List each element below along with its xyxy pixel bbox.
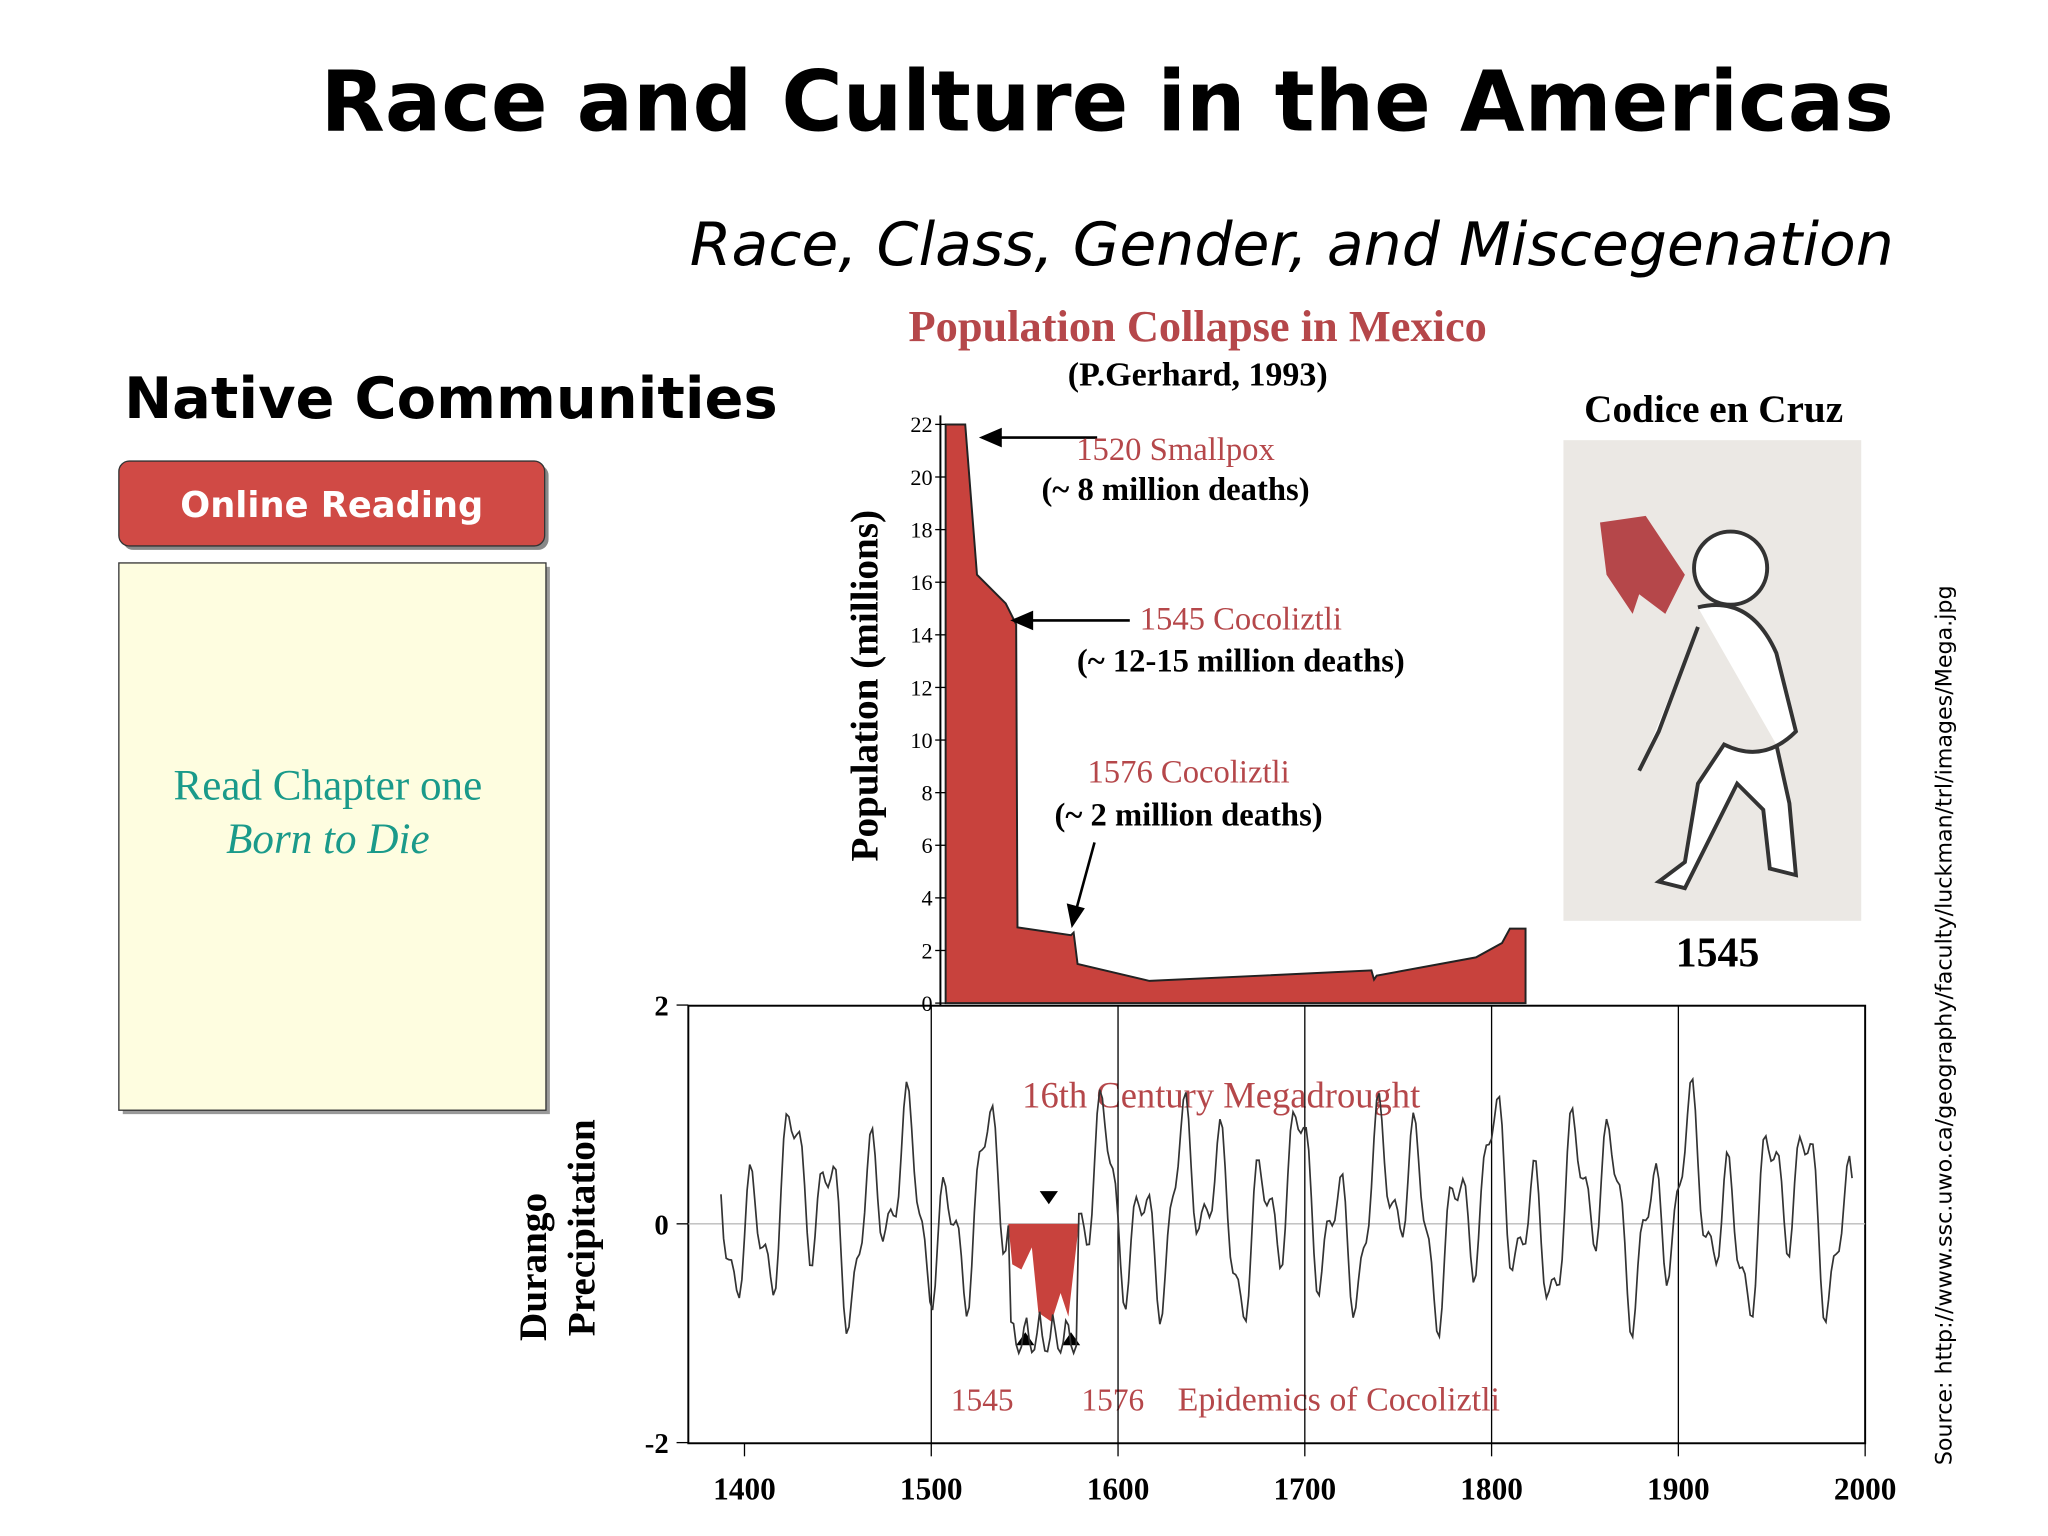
pop-tick-label: 16: [910, 570, 932, 595]
arrow: [1016, 1332, 1035, 1346]
title: Race and Culture in the Americas: [321, 53, 1894, 151]
epidemic-year: 1576: [1081, 1383, 1144, 1418]
drought-fill: [1008, 1223, 1079, 1322]
figure-title: Population Collapse in Mexico: [909, 301, 1487, 351]
arrows: [978, 427, 1130, 929]
year-tick-label: 1700: [1273, 1471, 1336, 1506]
lower-label: Precipitation: [560, 1119, 603, 1336]
annotation: (~ 2 million deaths): [1055, 797, 1323, 833]
precip-tick-label: 0: [654, 1209, 668, 1241]
year-tick-label: 1800: [1460, 1471, 1523, 1506]
pop-tick-label: 12: [910, 675, 932, 700]
year-tick-label: 2000: [1834, 1471, 1897, 1506]
section-heading: Native Communities: [124, 365, 778, 432]
precip-tick-label: 2: [654, 991, 668, 1023]
pop-tick-label: 6: [921, 833, 932, 858]
reading-box: [118, 562, 547, 1111]
precip-trace: [720, 1076, 1853, 1356]
lower-label: Durango: [512, 1193, 555, 1341]
pop-tick-label: 2: [921, 938, 932, 963]
epidemics: Epidemics of Cocoliztli: [1178, 1382, 1500, 1419]
y-label: Population (millions): [844, 510, 887, 862]
codex-red: [1600, 515, 1685, 614]
annotation: (~ 12-15 million deaths): [1077, 643, 1405, 679]
megadrought: 16th Century Megadrought: [1022, 1075, 1420, 1116]
button-label[interactable]: Online Reading: [180, 485, 483, 526]
epidemic-year: 1545: [951, 1383, 1014, 1418]
codex-image: [1563, 440, 1862, 921]
pop-tick-label: 18: [910, 517, 932, 542]
population-area: [944, 423, 1527, 1005]
pop-tick-label: 4: [921, 886, 932, 911]
codex-title: Codice en Cruz: [1584, 388, 1843, 431]
reading-text: Read Chapter one: [173, 762, 482, 809]
precip-tick-label: -2: [645, 1428, 669, 1460]
annotation: 1545 Cocoliztli: [1140, 602, 1342, 638]
pop-tick-label: 0: [921, 991, 932, 1016]
annotation: 1576 Cocoliztli: [1087, 754, 1289, 790]
codex-figure: [1637, 529, 1799, 891]
reading-book: Born to Die: [226, 816, 429, 863]
subtitle: Race, Class, Gender, and Miscegenation: [690, 210, 1894, 280]
annotation: (~ 8 million deaths): [1041, 472, 1309, 508]
pop-tick-label: 10: [910, 728, 932, 753]
year-tick-label: 1600: [1087, 1471, 1150, 1506]
pop-tick-label: 20: [910, 465, 932, 490]
codex-year: 1545: [1676, 931, 1760, 977]
year-tick-label: 1900: [1647, 1471, 1710, 1506]
pop-tick-label: 8: [921, 780, 932, 805]
button[interactable]: [118, 460, 546, 547]
pop-tick-label: 22: [910, 412, 932, 437]
figure-credit: (P.Gerhard, 1993): [1068, 356, 1328, 393]
pop-tick-label: 14: [910, 623, 932, 648]
year-tick-label: 1400: [713, 1471, 776, 1506]
source: Source: http://www.ssc.uwo.ca/geography/…: [1931, 585, 1957, 1465]
year-tick-label: 1500: [900, 1471, 963, 1506]
annotation: 1520 Smallpox: [1076, 432, 1275, 468]
arrow: [1039, 1191, 1058, 1205]
